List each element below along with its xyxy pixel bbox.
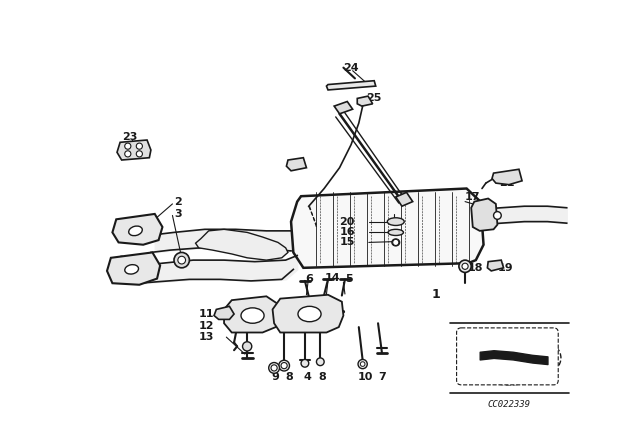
Circle shape	[136, 151, 143, 157]
Text: 16: 16	[339, 228, 355, 237]
Circle shape	[174, 252, 189, 268]
Circle shape	[122, 275, 126, 279]
Text: 3: 3	[174, 209, 182, 219]
Ellipse shape	[298, 306, 321, 322]
Text: 13: 13	[198, 332, 214, 342]
Polygon shape	[113, 214, 163, 245]
Circle shape	[269, 362, 280, 373]
Circle shape	[118, 256, 125, 264]
Circle shape	[120, 273, 128, 281]
Circle shape	[149, 235, 153, 239]
Circle shape	[393, 239, 399, 246]
Text: 17: 17	[465, 192, 481, 202]
Text: 19: 19	[497, 263, 513, 273]
Circle shape	[125, 143, 131, 149]
Polygon shape	[117, 140, 151, 160]
Text: 10: 10	[357, 372, 372, 382]
Text: 14: 14	[325, 273, 340, 283]
Ellipse shape	[457, 331, 561, 385]
Polygon shape	[357, 96, 372, 106]
Circle shape	[140, 254, 147, 262]
Text: 8: 8	[285, 372, 293, 382]
Circle shape	[316, 358, 324, 366]
Text: 15: 15	[340, 237, 355, 247]
FancyBboxPatch shape	[456, 328, 558, 385]
Polygon shape	[287, 158, 307, 171]
Ellipse shape	[241, 308, 264, 323]
Circle shape	[141, 256, 145, 260]
Text: 12: 12	[198, 321, 214, 331]
Circle shape	[243, 342, 252, 351]
Circle shape	[125, 235, 133, 242]
Text: 25: 25	[367, 94, 382, 103]
Text: 1: 1	[432, 288, 441, 301]
Polygon shape	[396, 192, 413, 206]
Polygon shape	[488, 260, 504, 271]
Text: 8: 8	[319, 372, 326, 382]
Circle shape	[279, 360, 289, 371]
Text: CC022339: CC022339	[488, 400, 531, 409]
Circle shape	[271, 365, 277, 371]
Ellipse shape	[388, 229, 403, 236]
Circle shape	[178, 256, 186, 264]
Circle shape	[124, 223, 128, 227]
Text: 11: 11	[198, 309, 214, 319]
Circle shape	[145, 220, 149, 224]
Text: 20: 20	[340, 217, 355, 227]
Text: 5: 5	[345, 274, 353, 284]
Circle shape	[125, 151, 131, 157]
Circle shape	[127, 237, 131, 241]
Polygon shape	[291, 189, 484, 268]
Ellipse shape	[387, 218, 404, 225]
Circle shape	[143, 218, 151, 225]
Text: 7: 7	[378, 372, 386, 382]
Circle shape	[281, 362, 287, 369]
Text: 21: 21	[499, 178, 515, 188]
Text: 18: 18	[468, 263, 484, 273]
Ellipse shape	[392, 239, 399, 246]
Circle shape	[120, 258, 124, 262]
Text: 24: 24	[344, 63, 359, 73]
Text: 23: 23	[122, 132, 137, 142]
Text: 6: 6	[305, 274, 313, 284]
Circle shape	[462, 263, 468, 269]
Text: 2: 2	[174, 198, 182, 207]
Circle shape	[301, 359, 308, 367]
Polygon shape	[326, 81, 376, 90]
Text: 22: 22	[288, 160, 303, 170]
Text: 4: 4	[303, 372, 311, 382]
Circle shape	[136, 143, 143, 149]
Polygon shape	[492, 169, 522, 185]
Circle shape	[122, 221, 130, 228]
Ellipse shape	[125, 265, 138, 274]
Circle shape	[493, 211, 501, 220]
Circle shape	[358, 359, 367, 369]
Polygon shape	[334, 102, 353, 114]
Polygon shape	[224, 296, 280, 332]
Polygon shape	[107, 252, 160, 285]
Circle shape	[147, 233, 155, 241]
Polygon shape	[214, 306, 234, 319]
Polygon shape	[471, 198, 497, 231]
Polygon shape	[273, 295, 344, 332]
Circle shape	[459, 260, 471, 272]
Circle shape	[360, 362, 365, 366]
Ellipse shape	[129, 226, 142, 236]
Text: 9: 9	[271, 372, 279, 382]
Polygon shape	[196, 229, 288, 260]
Circle shape	[145, 271, 149, 275]
Circle shape	[143, 269, 151, 277]
